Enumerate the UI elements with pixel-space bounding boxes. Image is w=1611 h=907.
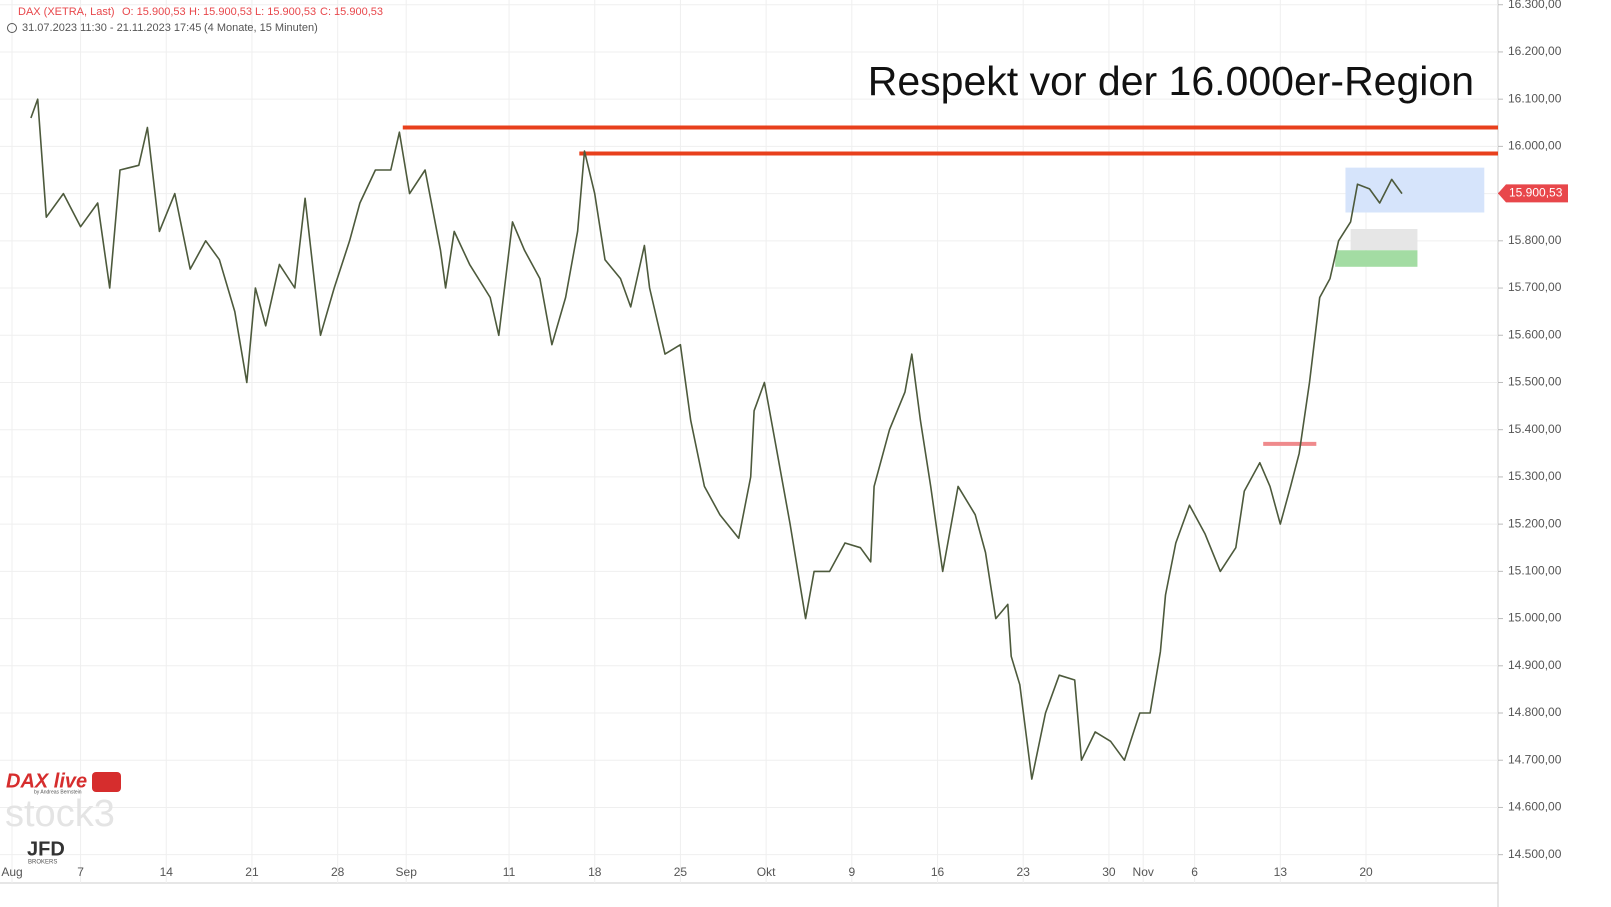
x-tick-label: 20 [1359, 865, 1373, 879]
price-line [30, 98, 1403, 780]
clock-icon [7, 23, 17, 33]
y-tick-label: 14.700,00 [1508, 752, 1562, 766]
y-tick-label: 14.900,00 [1508, 658, 1562, 672]
y-tick-label: 15.500,00 [1508, 375, 1562, 389]
x-tick-label: 28 [331, 865, 345, 879]
x-tick-label: 13 [1274, 865, 1288, 879]
y-tick-label: 15.200,00 [1508, 516, 1562, 530]
y-tick-label: 15.700,00 [1508, 280, 1562, 294]
logo: DAX live [6, 770, 87, 792]
y-tick-label: 16.300,00 [1508, 0, 1562, 11]
y-tick-label: 15.600,00 [1508, 327, 1562, 341]
last-price-tag [1498, 184, 1568, 203]
y-tick-label: 14.600,00 [1508, 800, 1562, 814]
zone [1335, 250, 1418, 267]
y-tick-label: 14.800,00 [1508, 705, 1562, 719]
x-tick-label: 18 [588, 865, 602, 879]
y-tick-label: 15.100,00 [1508, 564, 1562, 578]
x-tick-label: Nov [1133, 865, 1154, 879]
x-tick-label: 30 [1102, 865, 1116, 879]
x-tick-label: 7 [77, 865, 84, 879]
x-tick-label: Okt [757, 865, 776, 879]
logo: BROKERS [28, 860, 57, 866]
x-tick-label: 9 [848, 865, 855, 879]
period: (4 Monate, 15 Minuten) [204, 22, 318, 34]
y-tick-label: 16.200,00 [1508, 44, 1562, 58]
y-tick-label: 15.400,00 [1508, 422, 1562, 436]
x-tick-label: 16 [931, 865, 945, 879]
logo: by Andreas Bernstein [34, 789, 82, 795]
open: O: 15.900,53 [122, 6, 186, 18]
x-tick-label: 25 [674, 865, 688, 879]
chart-title: Respekt vor der 16.000er-Region [868, 58, 1474, 104]
x-tick-label: 6 [1191, 865, 1198, 879]
y-tick-label: 16.000,00 [1508, 139, 1562, 153]
y-tick-label: 15.000,00 [1508, 611, 1562, 625]
last-price-label: 15.900,53 [1509, 186, 1563, 200]
date-range: 31.07.2023 11:30 - 21.11.2023 17:45 [22, 22, 201, 34]
logo-icon [92, 772, 121, 792]
y-tick-label: 15.300,00 [1508, 469, 1562, 483]
high: H: 15.900,53 [189, 6, 252, 18]
layer [0, 0, 1503, 907]
logo: JFD [27, 838, 65, 860]
x-tick-label: 23 [1017, 865, 1031, 879]
x-tick-label: Aug [1, 865, 22, 879]
x-tick-label: 14 [160, 865, 174, 879]
y-tick-label: 14.500,00 [1508, 847, 1562, 861]
zone [1350, 229, 1418, 251]
y-tick-label: 15.800,00 [1508, 233, 1562, 247]
symbol: DAX (XETRA, Last) [18, 6, 115, 18]
logo: stock3 [5, 793, 115, 835]
low: L: 15.900,53 [255, 6, 316, 18]
zone [1345, 167, 1485, 213]
x-tick-label: Sep [396, 865, 418, 879]
x-tick-label: 21 [245, 865, 259, 879]
x-tick-label: 11 [503, 865, 516, 879]
y-tick-label: 16.100,00 [1508, 91, 1562, 105]
close: C: 15.900,53 [320, 6, 383, 18]
